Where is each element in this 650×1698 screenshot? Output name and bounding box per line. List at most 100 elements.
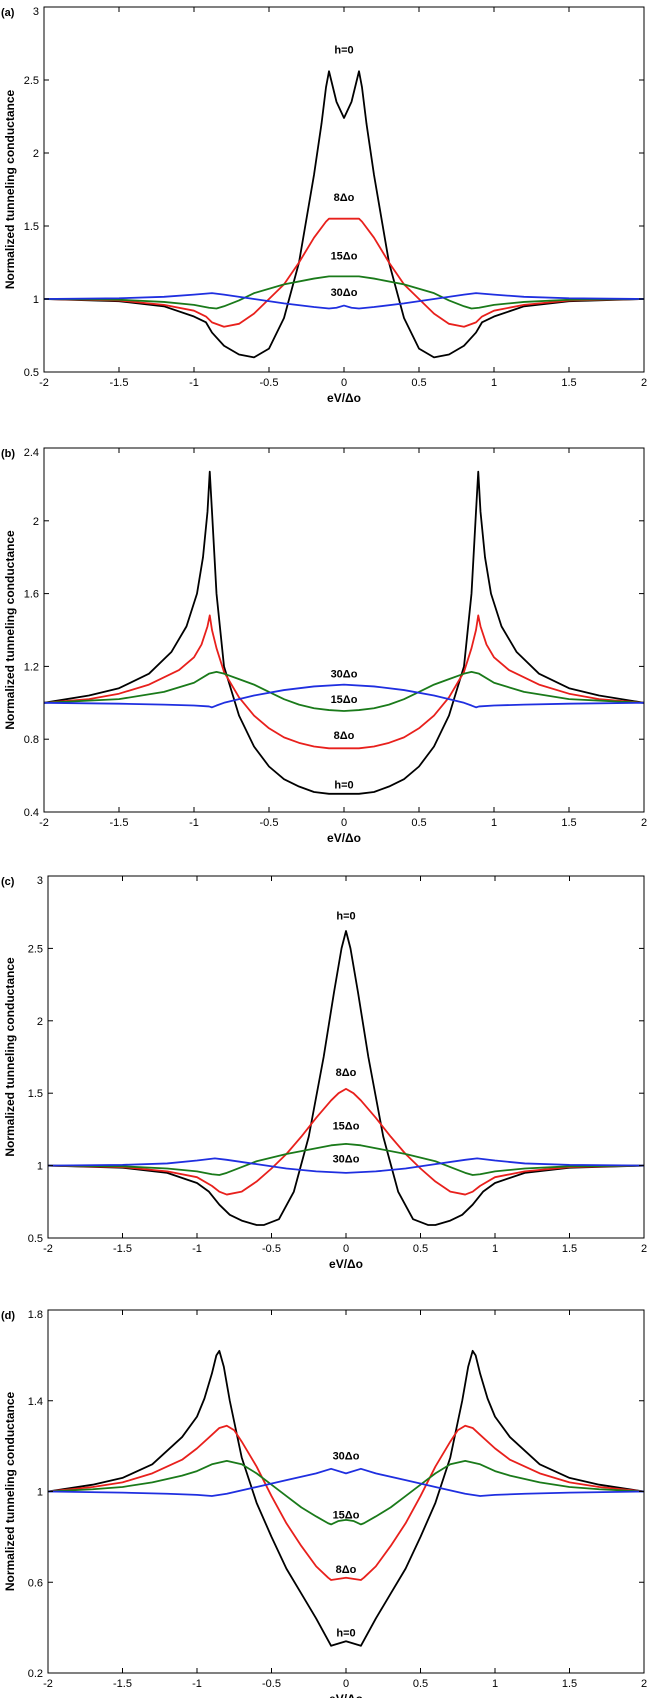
y-axis-label: Normalized tunneling conductance [3, 1392, 17, 1592]
x-tick-label: -1.5 [113, 1678, 132, 1690]
series-line-1 [43, 614, 645, 750]
series-line-0 [43, 470, 645, 795]
y-tick-label: 1.2 [24, 661, 39, 673]
y-tick-label: 2 [33, 148, 39, 160]
x-tick-label: -2 [39, 377, 49, 389]
chart-panel-a: -2 -1.5 -1 -0.5 0 0.5 1 1.5 2 0.5 1 1.5 2 2.5 3 eV/Δo No… [1, 6, 647, 405]
series-line-3 [43, 292, 645, 310]
x-axis-label: eV/Δo [327, 391, 361, 405]
x-tick-label: -1.5 [110, 817, 129, 829]
x-tick-label: -0.5 [260, 377, 279, 389]
x-tick-label: 0 [341, 377, 347, 389]
series-line-2 [43, 670, 645, 712]
x-tick-label: -1 [192, 1243, 202, 1255]
x-tick-label: -1.5 [110, 377, 129, 389]
curve-annotation: h=0 [336, 1628, 355, 1640]
x-tick-label: -1 [192, 1678, 202, 1690]
curve-annotation: 30Δo [331, 668, 358, 680]
y-tick-label: 0.4 [24, 807, 39, 819]
series-line-3 [47, 1467, 645, 1497]
x-tick-label: -0.5 [262, 1243, 281, 1255]
x-tick-label: 1 [492, 1678, 498, 1690]
y-axis-label: Normalized tunneling conductance [3, 90, 17, 290]
x-axis-label: eV/Δo [329, 1692, 363, 1698]
panel-label: (c) [1, 876, 15, 888]
curve-annotation: 15Δo [331, 251, 358, 263]
y-tick-label: 2 [37, 1016, 43, 1028]
x-tick-label: 2 [641, 1243, 647, 1255]
series-line-2 [47, 1142, 645, 1176]
series-line-1 [47, 1424, 645, 1581]
y-axis-label: Normalized tunneling conductance [3, 957, 17, 1157]
y-tick-label: 1.5 [28, 1088, 43, 1100]
y-tick-label: 1 [33, 294, 39, 306]
x-tick-label: -2 [39, 817, 49, 829]
curve-annotation: 30Δo [331, 287, 358, 299]
y-tick-label: 1 [37, 1487, 43, 1499]
curve-annotation: 15Δo [333, 1120, 360, 1132]
x-tick-label: 1 [491, 377, 497, 389]
series-line-2 [47, 1459, 645, 1526]
x-tick-label: 0.5 [413, 1243, 428, 1255]
x-tick-label: 2 [641, 377, 647, 389]
y-tick-label: 1.5 [24, 221, 39, 233]
x-tick-label: 0 [343, 1243, 349, 1255]
y-tick-label: 0.5 [28, 1233, 43, 1245]
y-tick-label: 1 [37, 1161, 43, 1173]
x-tick-label: 2 [641, 1678, 647, 1690]
chart-panel-c: -2 -1.5 -1 -0.5 0 0.5 1 1.5 2 0.5 1 1.5 2 2.5 3 eV/Δo No… [1, 875, 647, 1271]
y-tick-label: 1.6 [24, 589, 39, 601]
x-tick-label: -0.5 [262, 1678, 281, 1690]
y-tick-label: 1.8 [28, 1309, 43, 1321]
y-tick-label: 0.5 [24, 367, 39, 379]
y-tick-label: 2 [33, 516, 39, 528]
x-axis-label: eV/Δo [329, 1257, 363, 1271]
x-tick-label: 1 [492, 1243, 498, 1255]
y-tick-label: 0.2 [28, 1668, 43, 1680]
x-tick-label: 0 [343, 1678, 349, 1690]
curve-annotation: h=0 [334, 45, 353, 57]
y-tick-label: 3 [33, 6, 39, 18]
series-line-3 [43, 683, 645, 709]
x-tick-label: -2 [43, 1678, 53, 1690]
x-tick-label: -2 [43, 1243, 53, 1255]
x-tick-label: -0.5 [260, 817, 279, 829]
curve-annotation: 15Δo [333, 1510, 360, 1522]
y-tick-label: 1.4 [28, 1396, 43, 1408]
curve-annotation: 8Δo [334, 192, 355, 204]
x-tick-label: 1.5 [561, 377, 576, 389]
plot-frame [43, 447, 645, 813]
y-tick-label: 0.8 [24, 734, 39, 746]
curve-annotation: 8Δo [336, 1067, 357, 1079]
y-tick-label: 0.6 [28, 1577, 43, 1589]
series-line-0 [43, 70, 645, 359]
curve-annotation: 15Δo [331, 694, 358, 706]
curve-annotation: 30Δo [333, 1154, 360, 1166]
curve-annotation: h=0 [334, 779, 353, 791]
series-line-1 [43, 217, 645, 328]
y-tick-label: 2.5 [28, 943, 43, 955]
series-line-3 [47, 1157, 645, 1174]
plot-frame [43, 6, 645, 373]
x-axis-label: eV/Δo [327, 831, 361, 845]
y-tick-label: 3 [37, 875, 43, 887]
x-tick-label: 0.5 [411, 377, 426, 389]
curve-annotation: 8Δo [336, 1564, 357, 1576]
x-tick-label: 1.5 [562, 1678, 577, 1690]
x-tick-label: 2 [641, 817, 647, 829]
curve-annotation: 30Δo [333, 1451, 360, 1463]
curve-annotation: 8Δo [334, 730, 355, 742]
x-tick-label: -1 [189, 377, 199, 389]
y-tick-label: 2.5 [24, 75, 39, 87]
x-tick-label: -1 [189, 817, 199, 829]
x-tick-label: 1.5 [561, 817, 576, 829]
x-tick-label: 0 [341, 817, 347, 829]
series-line-2 [43, 275, 645, 310]
series-line-0 [47, 930, 645, 1226]
x-tick-label: 1.5 [562, 1243, 577, 1255]
chart-panel-b: -2 -1.5 -1 -0.5 0 0.5 1 1.5 2 0.4 0.8 1.2 1.6 2 2.4 eV/… [1, 447, 647, 845]
x-tick-label: 0.5 [413, 1678, 428, 1690]
panel-label: (d) [1, 1310, 15, 1322]
y-axis-label: Normalized tunneling conductance [3, 530, 17, 730]
